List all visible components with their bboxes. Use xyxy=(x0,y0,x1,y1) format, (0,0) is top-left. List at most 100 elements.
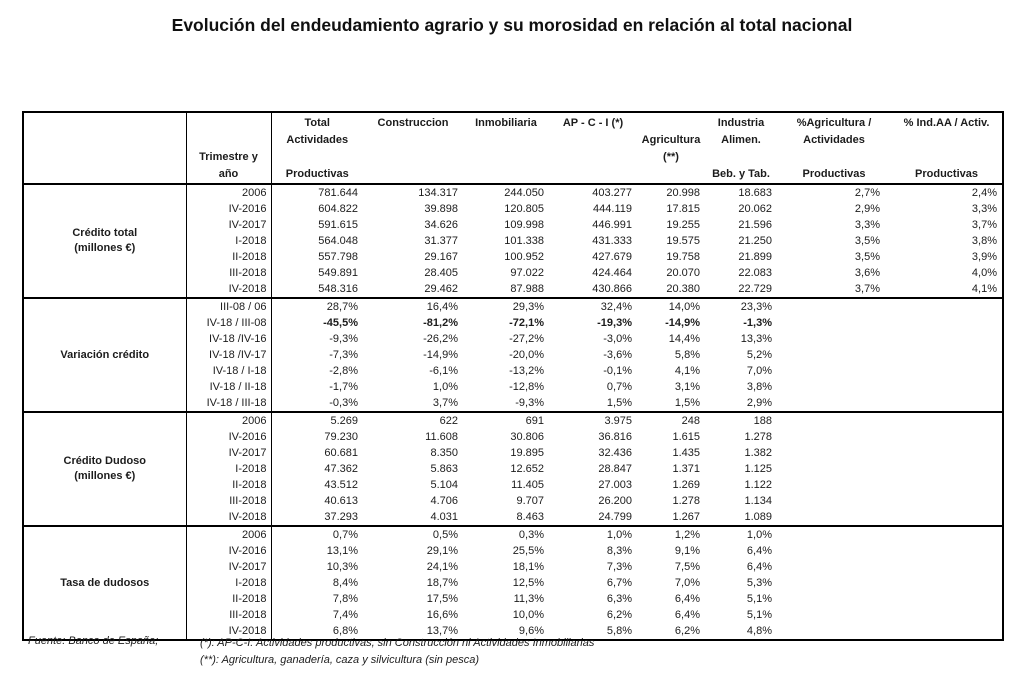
period-cell: IV-2017 xyxy=(186,217,272,233)
value-cell: -14,9% xyxy=(665,317,700,329)
value-cell: 1,0% xyxy=(432,381,458,393)
value-cell xyxy=(891,477,1003,493)
value-cell: 109.998 xyxy=(504,219,544,231)
table-row: IV-18 /IV-16 -9,3% -26,2% -27,2% -3,0% 14,4% 1… xyxy=(23,331,1003,347)
column-header-line: Productivas xyxy=(915,168,978,180)
value-cell: 29.167 xyxy=(424,251,458,263)
value-cell: 3,3% xyxy=(854,219,880,231)
column-header-line: Productivas xyxy=(802,168,866,180)
value-cell: 7,5% xyxy=(674,561,700,573)
value-cell: 8.463 xyxy=(516,511,544,523)
value-cell: 4,1% xyxy=(674,365,700,377)
column-header-line xyxy=(24,149,185,166)
value-cell: -45,5% xyxy=(323,317,358,329)
column-header-line xyxy=(705,149,777,166)
period-cell: III-2018 xyxy=(186,265,272,281)
value-cell: 548.316 xyxy=(318,283,358,295)
value-cell: 30.806 xyxy=(510,431,544,443)
value-cell: 0,5% xyxy=(363,525,463,543)
column-header-line: Actividades xyxy=(803,134,865,146)
column-header-line xyxy=(549,132,637,149)
value-cell: 9,1% xyxy=(674,545,700,557)
value-cell: 7,0% xyxy=(746,365,772,377)
value-cell: 3,1% xyxy=(674,381,700,393)
period-cell: IV-18 / II-18 xyxy=(186,379,272,395)
period-cell: IV-18 / III-08 xyxy=(186,315,272,331)
table-row: II-2018 557.798 29.167 100.952 427.679 19.758… xyxy=(23,249,1003,265)
value-cell: 564.048 xyxy=(318,235,358,247)
value-cell xyxy=(777,315,891,331)
value-cell: 26.200 xyxy=(598,495,632,507)
value-cell: 28.405 xyxy=(424,267,458,279)
column-header-line xyxy=(637,166,705,182)
value-cell: 120.805 xyxy=(504,203,544,215)
column-header-line xyxy=(363,166,463,182)
value-cell xyxy=(777,509,891,526)
value-cell: 22.729 xyxy=(738,283,772,295)
value-cell: 6,4% xyxy=(746,561,772,573)
value-cell: 1.278 xyxy=(672,495,700,507)
value-cell: -27,2% xyxy=(509,333,544,345)
value-cell: 6,4% xyxy=(674,593,700,605)
value-cell: 3,7% xyxy=(854,283,880,295)
value-cell xyxy=(777,461,891,477)
column-header-line xyxy=(463,132,549,149)
period-cell: IV-18 / III-18 xyxy=(186,395,272,412)
column-header-line xyxy=(549,166,637,182)
column-header-line: AP - C - I (*) xyxy=(562,117,624,129)
value-cell: -1,3% xyxy=(743,317,772,329)
period-cell: II-2018 xyxy=(186,477,272,493)
column-header-pct-ind-aa: % Ind.AA / Activ. Productivas xyxy=(891,112,1003,185)
period-cell: 2006 xyxy=(186,411,272,429)
value-cell: 4,0% xyxy=(971,267,997,279)
table-row: IV-2018 548.316 29.462 87.988 430.866 20.380 2… xyxy=(23,281,1003,298)
period-cell: I-2018 xyxy=(186,575,272,591)
table-row: Variación crédito III-08 / 06 28,7% 16,4% 29… xyxy=(23,297,1003,412)
value-cell: 5,1% xyxy=(746,609,772,621)
row-group-label-line: Tasa de dudosos xyxy=(60,576,150,589)
value-cell: 17.815 xyxy=(666,203,700,215)
table-body: Crédito total (millones €) 2006 781.644 134.… xyxy=(23,183,1003,640)
period-cell: 2006 xyxy=(186,183,272,201)
value-cell: 1,0% xyxy=(705,525,777,543)
value-cell: 1.125 xyxy=(744,463,772,475)
column-header-line xyxy=(463,166,549,182)
value-cell: 134.317 xyxy=(363,183,463,201)
value-cell: 604.822 xyxy=(318,203,358,215)
footnotes: Fuente: Banco de España; (*): AP-C-I: Ac… xyxy=(28,635,988,669)
value-cell xyxy=(777,607,891,623)
value-cell: 31.377 xyxy=(424,235,458,247)
column-header-construccion: Construccion xyxy=(363,112,463,185)
value-cell xyxy=(891,429,1003,445)
period-cell: IV-2016 xyxy=(186,543,272,559)
column-header-line xyxy=(463,149,549,166)
value-cell: 20.070 xyxy=(666,267,700,279)
value-cell: 1.269 xyxy=(672,479,700,491)
value-cell xyxy=(777,477,891,493)
column-header-industria-alimen: Industria Alimen. Beb. y Tab. xyxy=(705,112,777,185)
value-cell: 101.338 xyxy=(504,235,544,247)
value-cell xyxy=(777,297,891,315)
notes-block: (*): AP-C-I: Actividades productivas, si… xyxy=(200,635,594,669)
value-cell: -26,2% xyxy=(423,333,458,345)
value-cell: 1.267 xyxy=(672,511,700,523)
value-cell: -19,3% xyxy=(597,317,632,329)
value-cell: 5.104 xyxy=(430,479,458,491)
value-cell: 431.333 xyxy=(592,235,632,247)
value-cell: 47.362 xyxy=(324,463,358,475)
value-cell: 5.269 xyxy=(271,411,363,429)
table-row: III-2018 40.613 4.706 9.707 26.200 1.278 1.134 xyxy=(23,493,1003,509)
value-cell: 3,6% xyxy=(854,267,880,279)
value-cell: 2,9% xyxy=(854,203,880,215)
column-header-line xyxy=(272,149,364,166)
value-cell: 1,2% xyxy=(637,525,705,543)
page-title: Evolución del endeudamiento agrario y su… xyxy=(171,15,853,35)
value-cell xyxy=(891,461,1003,477)
value-cell: -0,1% xyxy=(603,365,632,377)
value-cell: 20.380 xyxy=(666,283,700,295)
table-row: III-2018 549.891 28.405 97.022 424.464 20.070… xyxy=(23,265,1003,281)
column-header-line xyxy=(637,115,705,132)
column-header-line: Agricultura xyxy=(641,134,701,146)
period-cell: IV-18 / I-18 xyxy=(186,363,272,379)
value-cell: 19.895 xyxy=(510,447,544,459)
